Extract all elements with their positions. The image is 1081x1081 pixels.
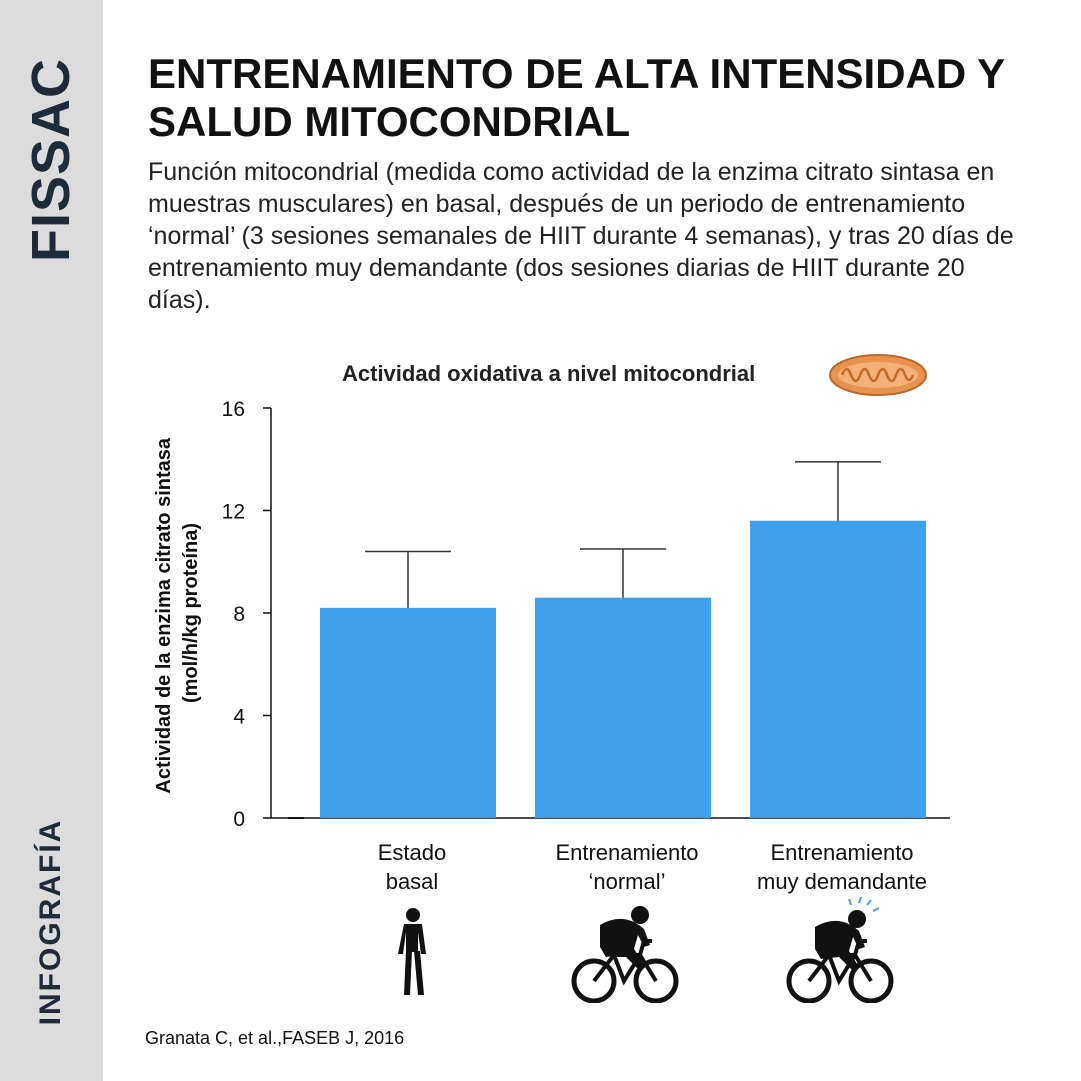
mitochondrion-icon bbox=[829, 354, 927, 396]
x-category-label-line: Estado bbox=[377, 840, 447, 865]
source-citation: Granata C, et al.,FASEB J, 2016 bbox=[145, 1028, 405, 1048]
x-category-label-line: basal bbox=[385, 869, 439, 894]
x-category-label: Estado basal bbox=[302, 838, 522, 896]
sidebar: FISSAC INFOGRAFÍA bbox=[0, 0, 103, 1081]
x-category-label: Entrenamiento muy demandante bbox=[732, 838, 952, 896]
y-tick-label: 16 bbox=[222, 398, 245, 421]
chart-title: Actividad oxidativa a nivel mitocondrial bbox=[342, 361, 756, 386]
x-category-label-line: Entrenamiento bbox=[770, 840, 914, 865]
page-title: ENTRENAMIENTO DE ALTA INTENSIDAD Y SALUD… bbox=[148, 50, 1005, 145]
x-category-label: Entrenamiento ‘normal’ bbox=[517, 838, 737, 896]
bar bbox=[535, 597, 711, 818]
y-axis-label-line1: Actividad de la enzima citrato sintasa bbox=[153, 437, 175, 794]
x-category-label-line: Entrenamiento bbox=[555, 840, 699, 865]
x-category-label-line: muy demandante bbox=[757, 869, 927, 894]
y-axis-label-line2: (mol/h/kg proteína) bbox=[180, 523, 202, 703]
cyclist-icon bbox=[571, 906, 679, 1003]
y-tick-label: 8 bbox=[233, 603, 245, 626]
bar bbox=[750, 520, 926, 818]
walking-person-icon bbox=[398, 908, 426, 995]
y-tick-label: 0 bbox=[233, 808, 245, 831]
y-tick-label: 12 bbox=[222, 501, 245, 524]
page-subtitle: Función mitocondrial (medida como activi… bbox=[148, 158, 1014, 314]
y-axis-label: Actividad de la enzima citrato sintasa (… bbox=[153, 432, 202, 793]
y-tick-label: 4 bbox=[233, 706, 245, 729]
x-category-label-line: ‘normal’ bbox=[588, 869, 666, 894]
cyclist-tired-icon bbox=[786, 897, 894, 1003]
bar bbox=[320, 607, 496, 818]
